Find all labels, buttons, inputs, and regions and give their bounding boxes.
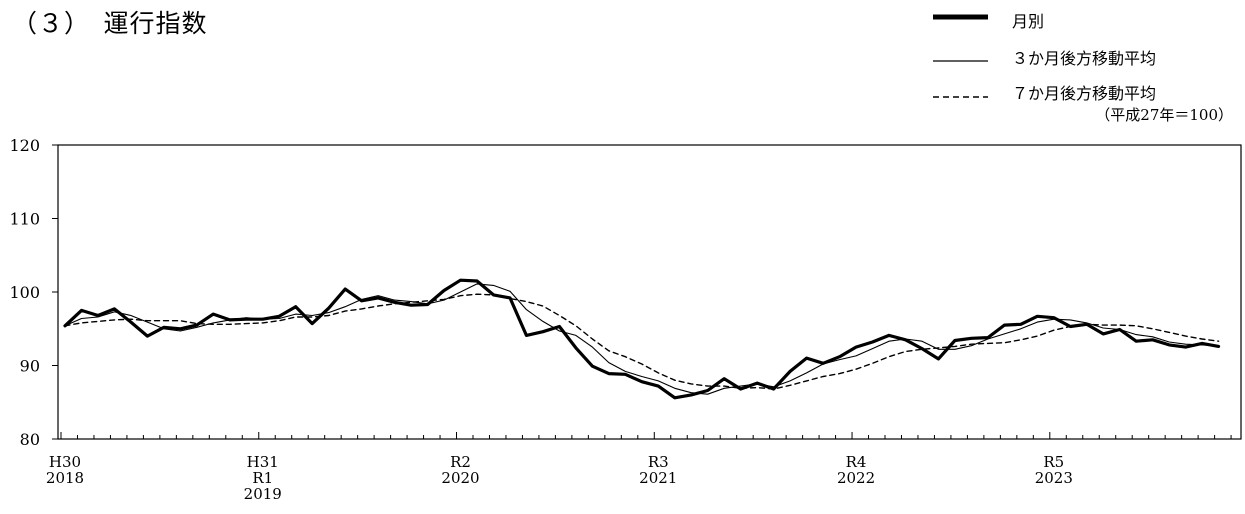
- legend-label-3m-average: ３か月後方移動平均: [1012, 49, 1157, 68]
- y-tick-label: 80: [20, 430, 40, 449]
- x-tick-label: R5 2023: [1035, 453, 1073, 487]
- y-tick-label: 90: [20, 357, 40, 376]
- y-tick-label: 100: [9, 283, 40, 302]
- series-line-dashed: [64, 293, 1220, 390]
- x-tick-label: H31 R1 2019: [244, 453, 282, 503]
- series-layer: [63, 278, 1221, 400]
- y-tick-label: 110: [9, 210, 40, 229]
- legend-swatches: [933, 14, 988, 98]
- unit-note: （平成27年＝100）: [1095, 106, 1233, 124]
- section-title: （３） 運行指数: [12, 9, 208, 38]
- x-tick-label: H30 2018: [46, 453, 84, 487]
- legend-label-7m-average: ７か月後方移動平均: [1012, 84, 1157, 103]
- x-tick-label: R3 2021: [639, 453, 677, 487]
- y-axis: 80 90 100 110 120: [9, 136, 58, 449]
- legend-label-monthly: 月別: [1012, 12, 1045, 31]
- plot-area: [57, 144, 1242, 440]
- x-axis: H30 2018 H31 R1 2019 R2 2020 R3 2021 R4 2022 R5 2023: [46, 432, 1232, 503]
- series-line-thick: [63, 278, 1221, 400]
- series-line-thin: [64, 283, 1220, 395]
- y-tick-label: 120: [9, 136, 40, 155]
- x-tick-label: R4 2022: [837, 453, 875, 487]
- x-tick-label: R2 2020: [441, 453, 479, 487]
